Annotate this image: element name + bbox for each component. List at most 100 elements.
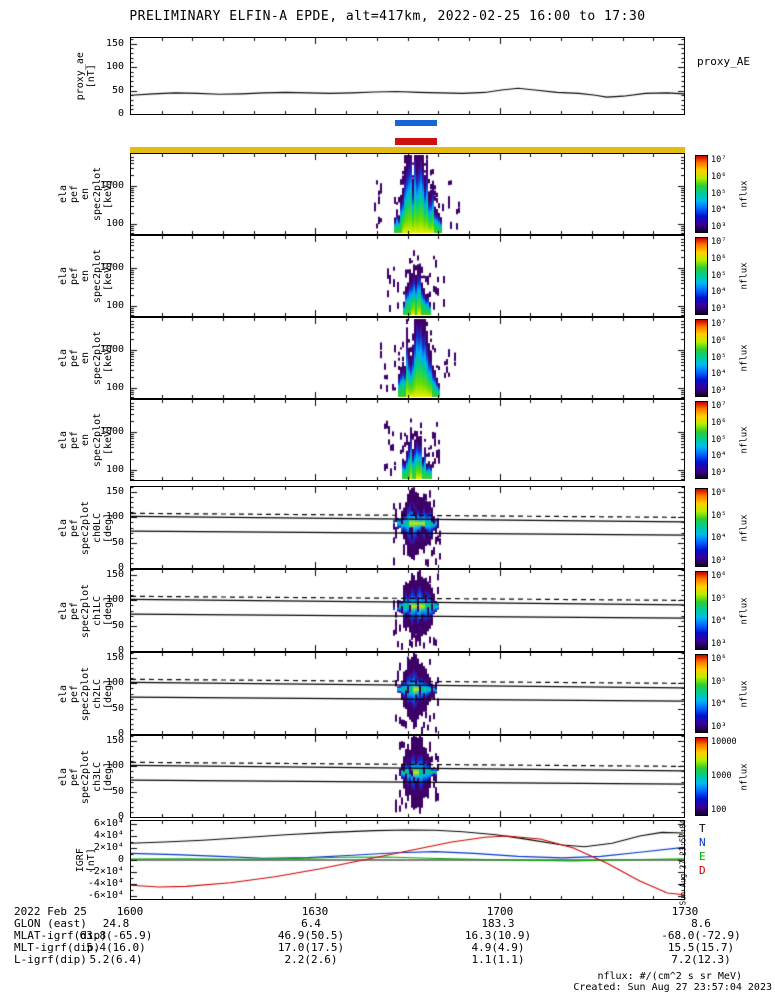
colorbar-tick-label: 10⁵ xyxy=(711,270,727,281)
proxy-plot-canvas xyxy=(131,38,684,114)
nflux-unit-label: nflux xyxy=(739,262,750,290)
nflux-unit-label-wrap: nflux xyxy=(737,401,752,479)
nflux-unit-label-wrap: nflux xyxy=(737,155,752,233)
footer-value: 6.4 xyxy=(301,917,321,930)
nflux-unit-label: nflux xyxy=(739,180,750,208)
y-tick-label: 50 xyxy=(111,536,124,548)
footer-value: 5.2(6.4) xyxy=(89,953,143,966)
colorbar-tick-label: 10⁴ xyxy=(711,205,727,216)
colorbar-tick-label: 10⁴ xyxy=(711,287,727,298)
proxy-ylabel: proxy_ae [nT] xyxy=(50,37,122,115)
colorbar-tick-label: 10⁴ xyxy=(711,451,727,462)
footer-value: 15.5(15.7) xyxy=(667,941,735,954)
y-tick-label: 100 xyxy=(105,218,124,230)
y-tick-label: 150 xyxy=(105,569,124,581)
colorbar-tick-label: 10⁷ xyxy=(711,319,727,329)
colorbar-tick-label: 10⁷ xyxy=(711,155,727,165)
y-tick-label: 0 xyxy=(117,645,124,656)
en1-ylabel-text: ela pef en spec2plot [keV] xyxy=(58,248,114,304)
nflux-unit-label: nflux xyxy=(739,596,750,625)
colorbar-tick-label: 10⁵ xyxy=(711,510,727,521)
y-tick-label: 50 xyxy=(111,785,124,797)
y-tick-label: 100 xyxy=(105,300,124,312)
colorbar-tick-label: 10⁵ xyxy=(711,188,727,199)
colorbar-ch0 xyxy=(695,488,708,567)
y-tick-label: 0 xyxy=(117,854,124,865)
y-tick-label: 2×10⁴ xyxy=(93,842,124,853)
en3-ylabel-text: ela pef en spec2plot [keV] xyxy=(58,412,114,468)
lc1-plot-canvas xyxy=(131,570,684,651)
colorbar-tick-label: 10⁶ xyxy=(711,654,727,664)
colorbar-tick-label: 10³ xyxy=(711,468,727,478)
trace-label-D: D xyxy=(699,864,706,877)
footer-value: 2.2(2.6) xyxy=(284,953,338,966)
y-tick-label: -4×10⁴ xyxy=(87,878,124,889)
x-tick-1730: 1730 xyxy=(671,905,699,918)
colorbar-ch2 xyxy=(695,654,708,733)
y-tick-label: 50 xyxy=(111,619,124,631)
trace-label-T: T xyxy=(699,822,706,835)
panel-energy-spectrogram-4 xyxy=(130,399,685,481)
footer-value: 7.2(12.3) xyxy=(671,953,731,966)
colorbar-tick-label: 10⁴ xyxy=(711,369,727,380)
colorbar-ch3 xyxy=(695,737,708,816)
footer-row-label: MLT-igrf(dip) xyxy=(14,941,101,954)
survey-bar-yellow xyxy=(130,147,685,153)
nflux-unit-label-wrap: nflux xyxy=(737,737,752,816)
lc3-ylabel: ela pef spec2plot ch3LC [deg] xyxy=(50,735,122,818)
en0-ylabel-text: ela pef en spec2plot [keV] xyxy=(58,166,114,222)
en2-ylabel-text: ela pef en spec2plot [keV] xyxy=(58,330,114,386)
nflux-unit-label: nflux xyxy=(739,679,750,708)
y-tick-label: 150 xyxy=(105,37,124,49)
igrf-plot-canvas xyxy=(131,821,684,899)
y-tick-label: 1000 xyxy=(99,426,124,438)
colorbar-tick-label: 10⁷ xyxy=(711,237,727,247)
x-tick-1700: 1700 xyxy=(486,905,514,918)
x-tick-1630: 1630 xyxy=(301,905,329,918)
panel-energy-spectrogram-3 xyxy=(130,317,685,399)
colorbar-tick-label: 10⁵ xyxy=(711,676,727,687)
footer-value: -68.0(-72.9) xyxy=(661,929,741,942)
colorbar-tick-label: 10000 xyxy=(711,737,737,747)
y-tick-label: 4×10⁴ xyxy=(93,830,124,841)
lc0-ylabel: ela pef spec2plot ch0LC [deg] xyxy=(50,486,122,569)
colorbar-tick-label: 10⁶ xyxy=(711,335,727,346)
y-tick-label: 100 xyxy=(105,677,124,689)
y-tick-label: -6×10⁴ xyxy=(87,890,124,901)
footer-value: 16.3(10.9) xyxy=(464,929,532,942)
colorbar-energy-3 xyxy=(695,319,708,397)
footer-value: 24.8 xyxy=(102,917,130,930)
colorbar-tick-label: 10³ xyxy=(711,304,727,314)
nflux-unit-label: nflux xyxy=(739,344,750,372)
footer-row-label: GLON (east) xyxy=(14,917,87,930)
colorbar-tick-label: 10³ xyxy=(711,222,727,232)
science-zone-bar-blue xyxy=(395,120,437,126)
colorbar-tick-label: 10⁴ xyxy=(711,699,727,710)
en3-plot-canvas xyxy=(131,400,684,480)
trace-label-N: N xyxy=(699,836,706,849)
panel-pitchangle-ch3 xyxy=(130,735,685,818)
en0-plot-canvas xyxy=(131,154,684,234)
footer-value: 17.0(17.5) xyxy=(277,941,345,954)
colorbar-tick-label: 10⁶ xyxy=(711,488,727,498)
panel-pitchangle-ch2 xyxy=(130,652,685,735)
y-tick-label: 1000 xyxy=(99,344,124,356)
y-tick-label: 100 xyxy=(105,464,124,476)
colorbar-ch1 xyxy=(695,571,708,650)
footer-value: 8.6 xyxy=(691,917,711,930)
x-axis-date-label: 2022 Feb 25 xyxy=(14,905,87,918)
y-tick-label: 1000 xyxy=(99,180,124,192)
side-timestamp-wrap: Sun Aug 27 23:57:04 xyxy=(676,818,690,906)
nflux-unit-label-wrap: nflux xyxy=(737,488,752,567)
colorbar-tick-label: 10⁶ xyxy=(711,171,727,182)
panel-proxy-ae xyxy=(130,37,685,115)
colorbar-energy-2 xyxy=(695,237,708,315)
colorbar-tick-label: 10⁵ xyxy=(711,434,727,445)
nflux-unit-label-wrap: nflux xyxy=(737,654,752,733)
panel-pitchangle-ch0 xyxy=(130,486,685,569)
y-tick-label: 100 xyxy=(105,760,124,772)
y-tick-label: 50 xyxy=(111,702,124,714)
footer-value: 46.9(50.5) xyxy=(277,929,345,942)
colorbar-energy-1 xyxy=(695,155,708,233)
panel-energy-spectrogram-1 xyxy=(130,153,685,235)
